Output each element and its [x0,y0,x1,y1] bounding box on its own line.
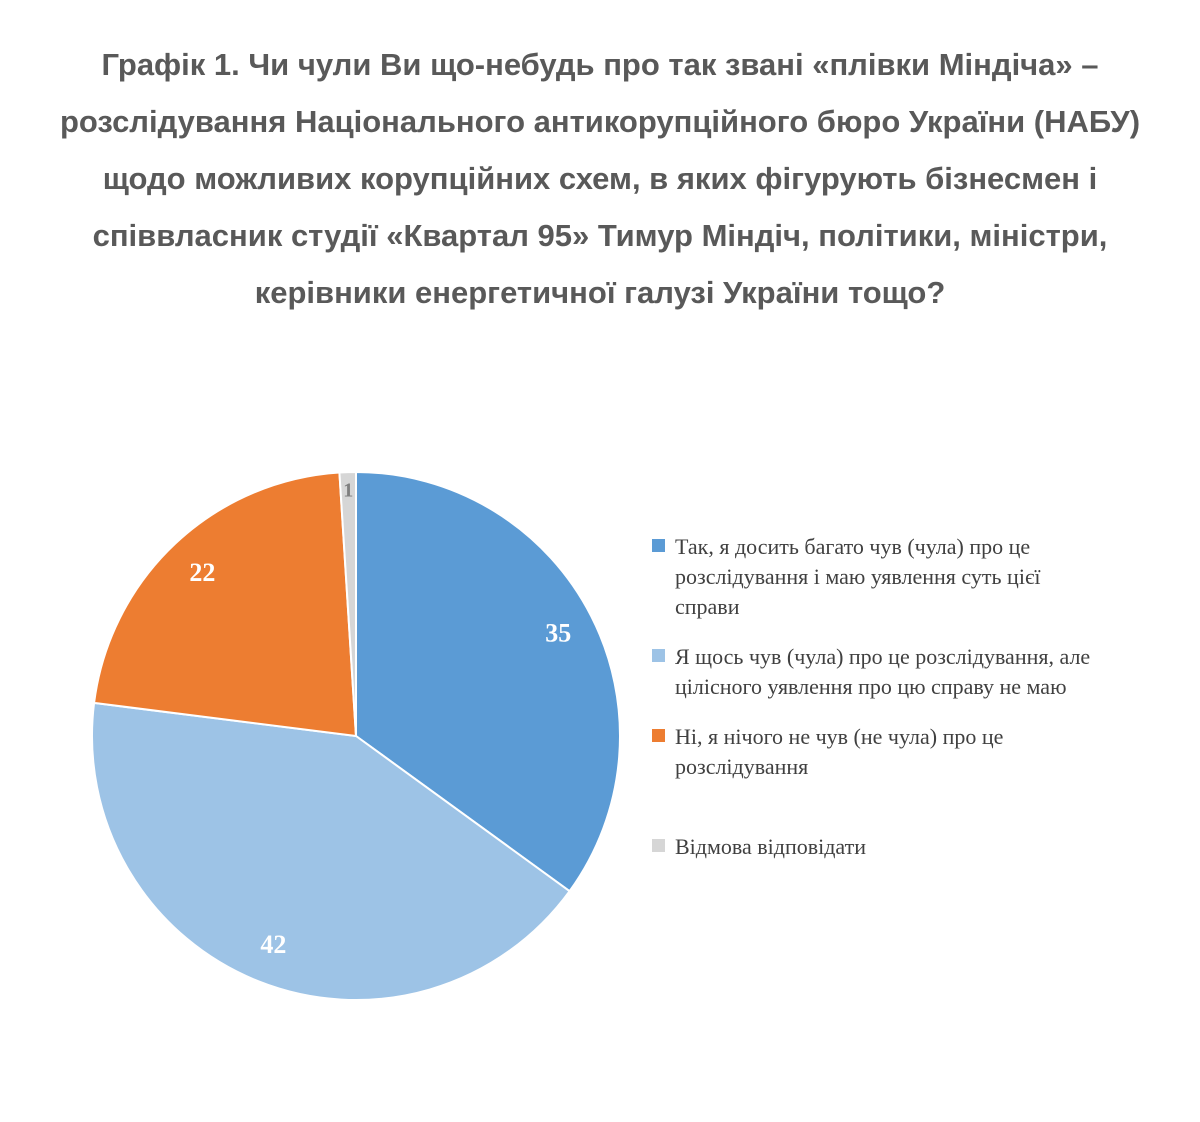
legend-label: Відмова відповідати [675,834,867,859]
pie-chart: 35 42 22 1 [91,470,621,1001]
pie-value-label: 42 [260,930,286,959]
legend-label: Я щось чув (чула) про це розслідування, … [675,644,1091,699]
pie-slice-1 [91,701,571,1001]
pie-value-label: 22 [189,558,215,587]
legend-color-swatch [652,839,665,852]
pie-slice-3 [338,470,357,737]
legend-item: Ні, я нічого не чув (не чула) про це роз… [652,722,1100,782]
chart-title: Графік 1. Чи чули Ви що-небудь про так з… [59,47,1141,310]
pie-slice-2 [93,471,357,737]
legend-label: Так, я досить багато чув (чула) про це р… [675,534,1041,619]
pie-slice-0 [355,471,621,893]
legend-color-swatch [652,649,665,662]
legend-label: Ні, я нічого не чув (не чула) про це роз… [675,724,1004,779]
pie-value-label: 1 [343,480,353,502]
pie-value-label: 35 [545,618,571,647]
legend-color-swatch [652,539,665,552]
legend: Так, я досить багато чув (чула) про це р… [652,532,1100,862]
legend-color-swatch [652,729,665,742]
legend-item: Так, я досить багато чув (чула) про це р… [652,532,1100,622]
legend-item: Я щось чув (чула) про це розслідування, … [652,642,1100,702]
legend-item: Відмова відповідати [652,832,1100,862]
